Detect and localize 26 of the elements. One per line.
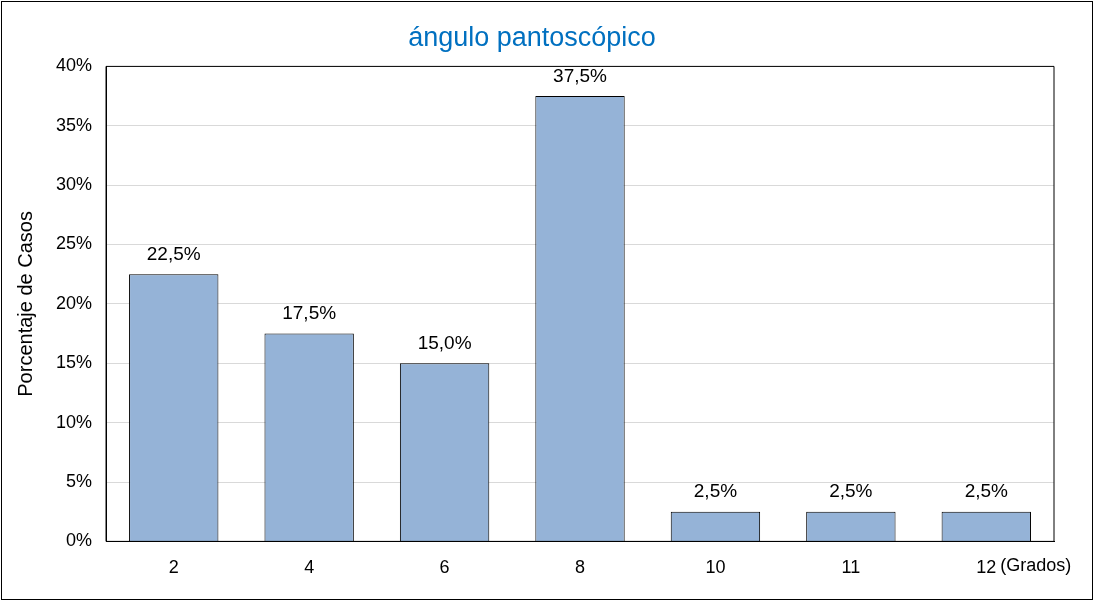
y-tick-label: 25% (56, 233, 93, 254)
data-label: 2,5% (693, 480, 738, 502)
data-label: 15,0% (417, 332, 472, 354)
y-tick-label: 0% (66, 530, 93, 551)
y-tick-label: 30% (56, 174, 93, 195)
x-tick-label: 10 (705, 557, 726, 578)
y-tick-label: 15% (56, 352, 93, 373)
y-tick-label: 40% (56, 55, 93, 76)
data-label: 37,5% (553, 64, 608, 86)
data-label: 22,5% (146, 242, 201, 264)
data-label: 2,5% (964, 480, 1009, 502)
x-tick-label: 12 (976, 557, 997, 578)
x-tick-label: 4 (304, 557, 315, 578)
y-axis-title: Porcentaje de Casos (13, 211, 36, 397)
x-tick-label: 11 (841, 557, 861, 578)
y-tick-label: 20% (56, 292, 93, 313)
y-tick-label: 35% (56, 114, 93, 135)
x-tick-label: 2 (168, 557, 179, 578)
y-tick-label: 5% (66, 470, 93, 491)
x-tick-label: 8 (575, 557, 586, 578)
y-tick-label: 10% (56, 411, 93, 432)
x-axis-title: (Grados) (1000, 555, 1072, 576)
x-tick-label: 6 (439, 557, 450, 578)
chart-title: ángulo pantoscópico (408, 21, 656, 52)
data-label: 17,5% (282, 302, 337, 324)
data-label: 2,5% (829, 480, 873, 502)
